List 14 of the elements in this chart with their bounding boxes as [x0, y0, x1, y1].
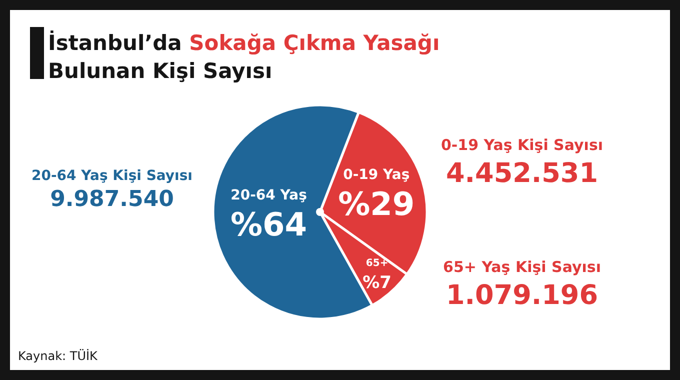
text: 1.079.196	[446, 280, 598, 311]
text: 4.452.531	[446, 158, 598, 189]
slice-label: 20-64 Yaş	[230, 188, 307, 204]
text: 65+ Yaş Kişi Sayısı	[443, 258, 601, 276]
data-label: %29	[338, 185, 415, 224]
text: 0-19 Yaş Kişi Sayısı	[440, 136, 604, 154]
data-label: %7	[362, 272, 392, 293]
slice-label: 0-19 Yaş	[343, 167, 410, 184]
chart-title: İstanbul’da Sokağa Çıkma Yasağı Bulunan Kişi Sayısı	[48, 31, 440, 83]
data-label: %64	[230, 206, 308, 244]
text: Kaynak: TÜİK	[18, 349, 99, 363]
slice-label: 65+	[366, 258, 388, 269]
text: 9.987.540	[50, 187, 174, 212]
text: 20-64 Yaş Kişi Sayısı	[32, 168, 192, 184]
